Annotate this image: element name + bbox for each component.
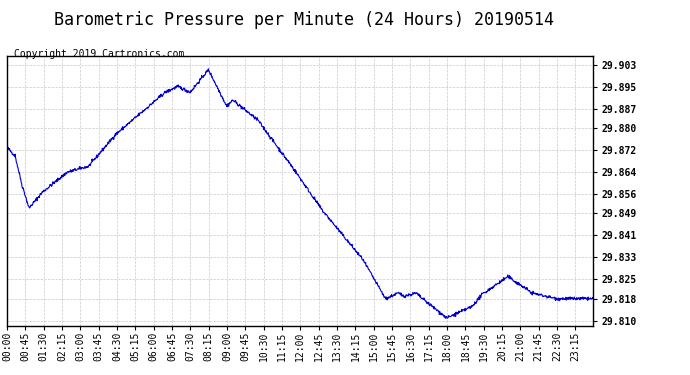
Text: Copyright 2019 Cartronics.com: Copyright 2019 Cartronics.com: [14, 49, 184, 59]
Text: Pressure  (Inches/Hg): Pressure (Inches/Hg): [449, 20, 572, 29]
Text: Barometric Pressure per Minute (24 Hours) 20190514: Barometric Pressure per Minute (24 Hours…: [54, 11, 553, 29]
